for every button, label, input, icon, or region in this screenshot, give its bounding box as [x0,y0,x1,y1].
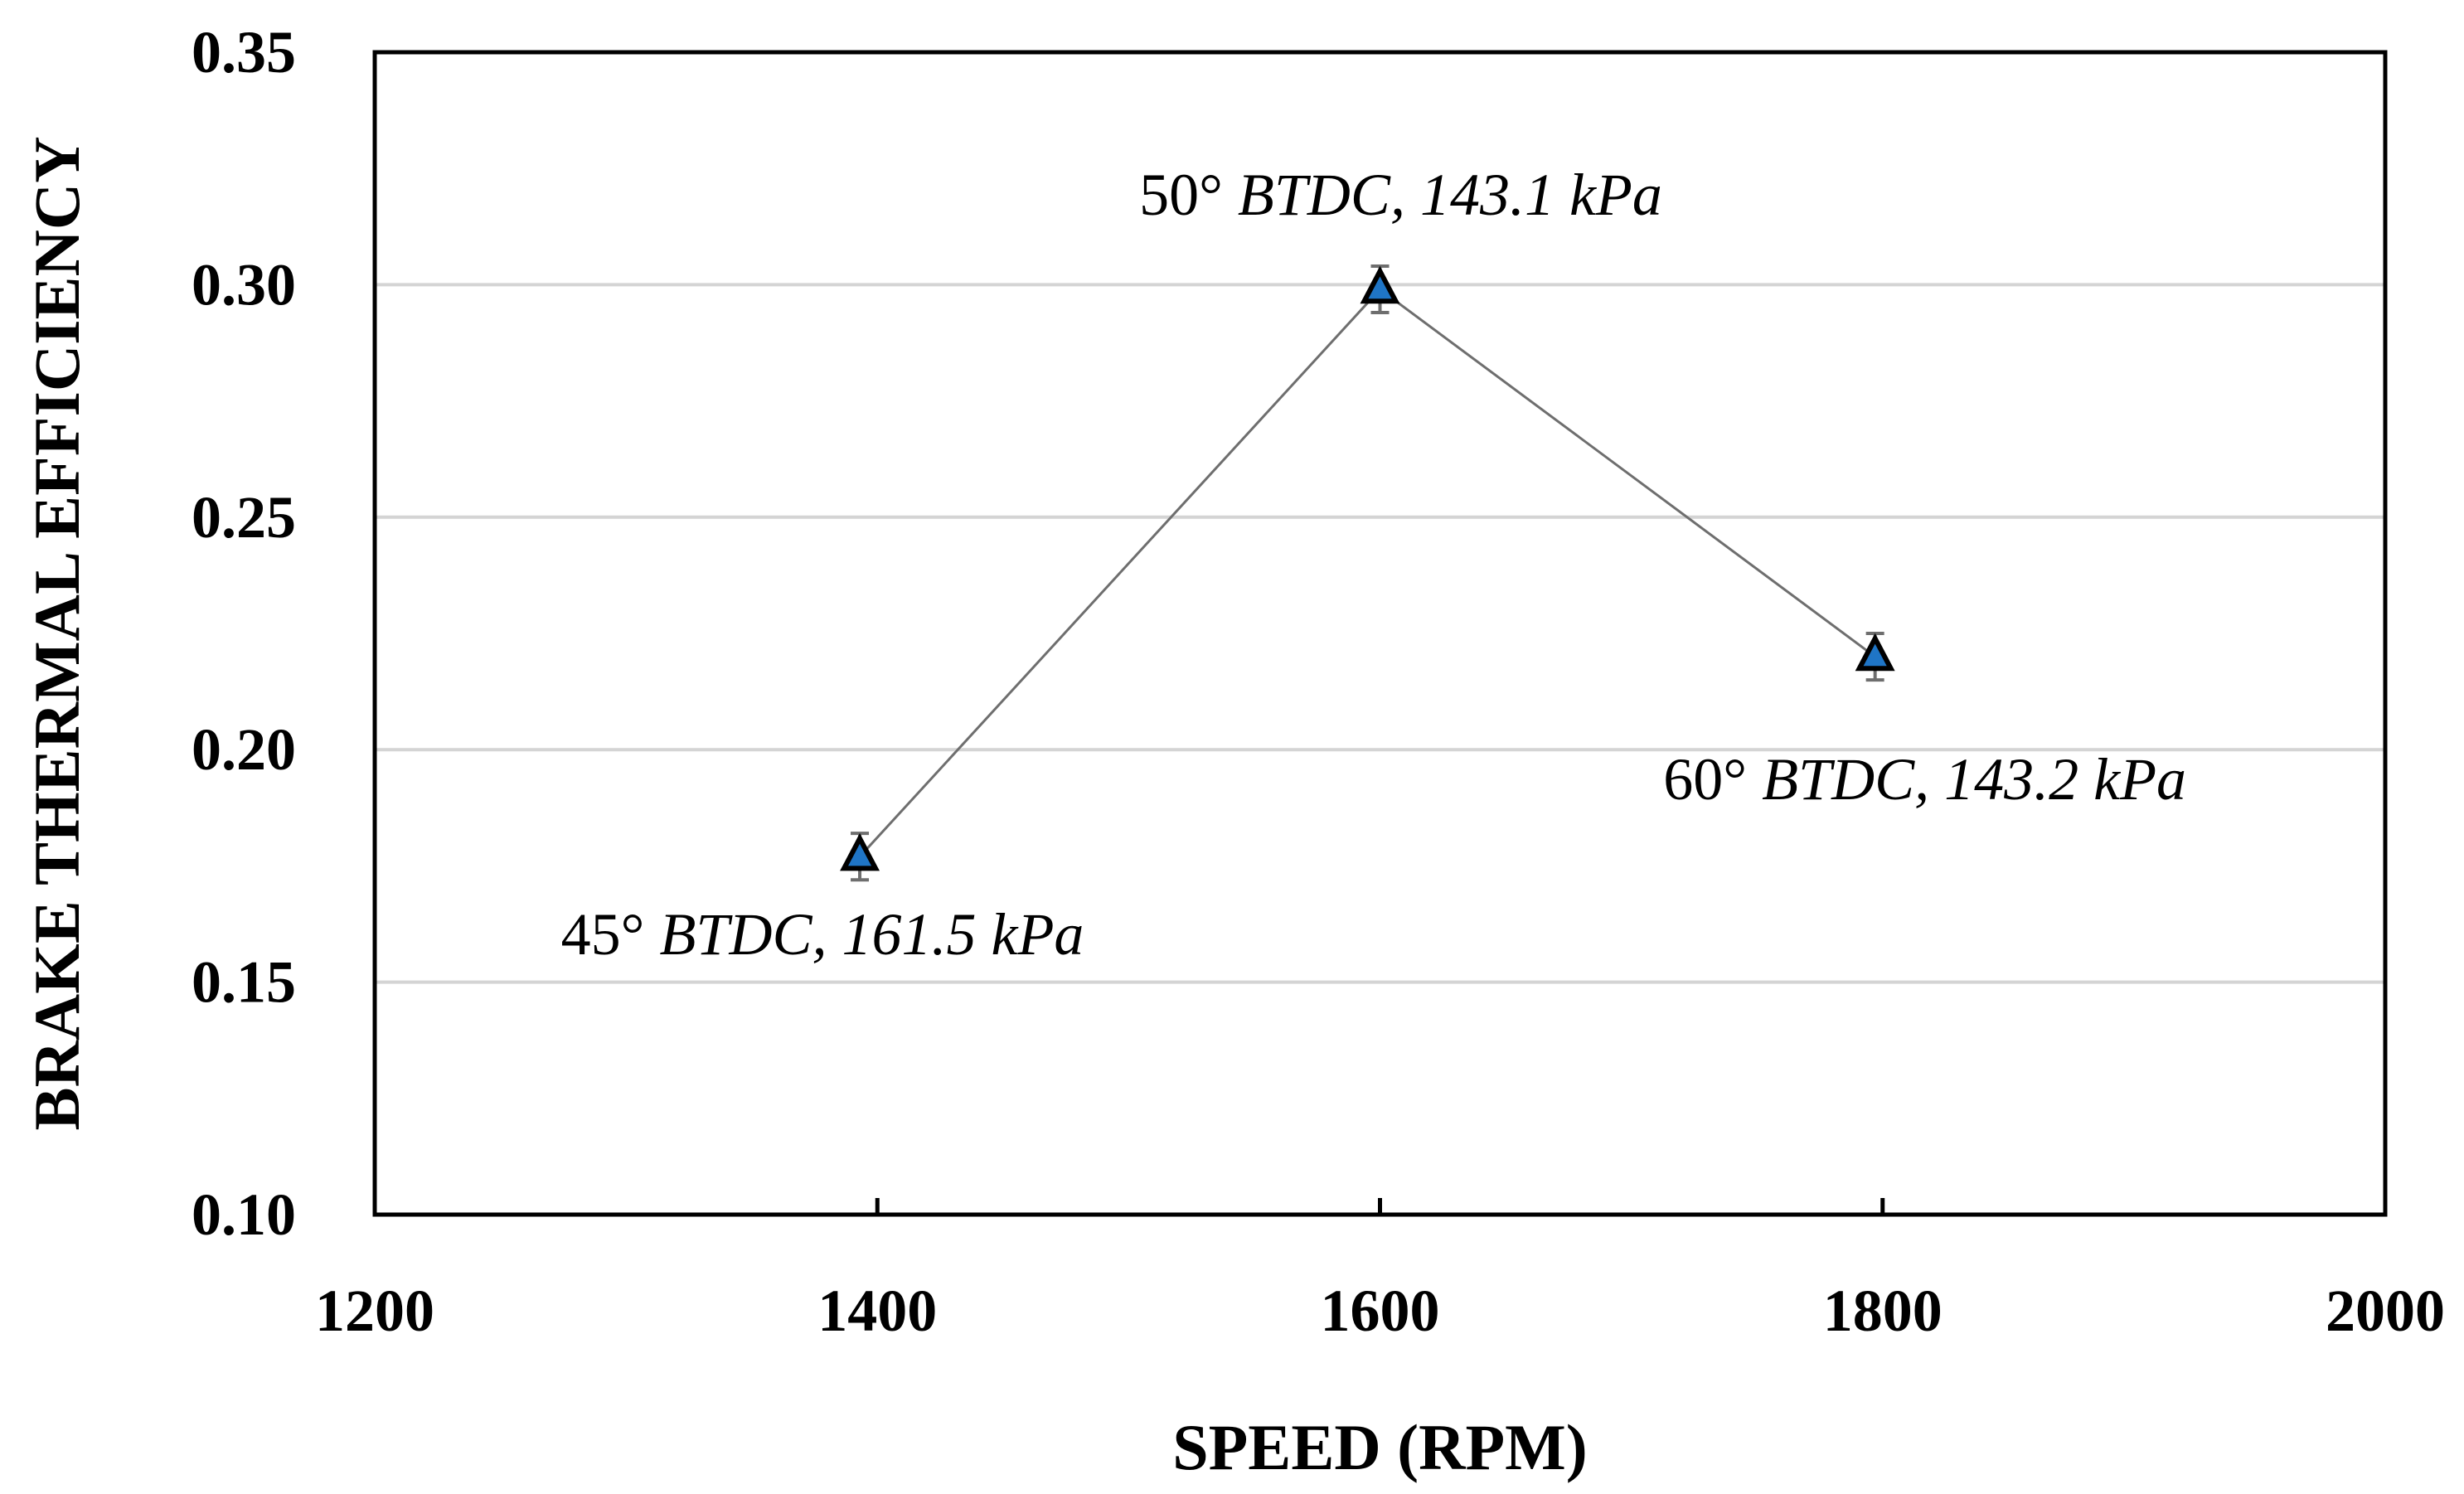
y-tick-label: 0.15 [192,949,296,1016]
gridlines [375,283,2385,984]
y-tick-label: 0.20 [192,716,296,783]
x-tick-label: 1400 [817,1278,937,1344]
annotation-detail: BTDC, 143.1 kPa [1223,162,1662,228]
x-axis-ticks: 1200 1400 1600 1800 2000 [315,1198,2445,1344]
y-tick-label: 0.25 [192,484,296,551]
annotation-detail: BTDC, 143.2 kPa [1747,746,2186,812]
y-tick-label: 0.35 [192,19,296,85]
x-axis-title: SPEED (RPM) [1172,1411,1587,1483]
x-tick-label: 1800 [1823,1278,1943,1344]
y-tick-label: 0.10 [192,1181,296,1248]
y-tick-label: 0.30 [192,251,296,318]
annotation-angle: 50° [1139,162,1223,228]
series-group [840,264,1895,882]
plot-frame [372,50,2388,1217]
y-axis-title: BRAKE THERMAL EFFICIENCY [21,136,93,1130]
point-annotation: 60° BTDC, 143.2 kPa [1663,746,2186,812]
point-annotation: 45° BTDC, 161.5 kPa [561,901,1084,968]
data-point-marker [840,832,880,871]
annotation-angle: 60° [1663,746,1747,812]
annotations: 45° BTDC, 161.5 kPa 50° BTDC, 143.1 kPa 60… [561,162,2186,968]
point-annotation: 50° BTDC, 143.1 kPa [1139,162,1662,228]
x-tick-label: 2000 [2326,1278,2445,1344]
annotation-angle: 45° [561,901,645,968]
annotation-detail: BTDC, 161.5 kPa [644,901,1084,968]
data-point-marker [1360,265,1400,304]
data-point-marker [1855,633,1895,672]
y-axis-ticks: 0.10 0.15 0.20 0.25 0.30 0.35 [192,19,296,1248]
x-tick-label: 1200 [315,1278,434,1344]
x-tick-label: 1600 [1321,1278,1440,1344]
